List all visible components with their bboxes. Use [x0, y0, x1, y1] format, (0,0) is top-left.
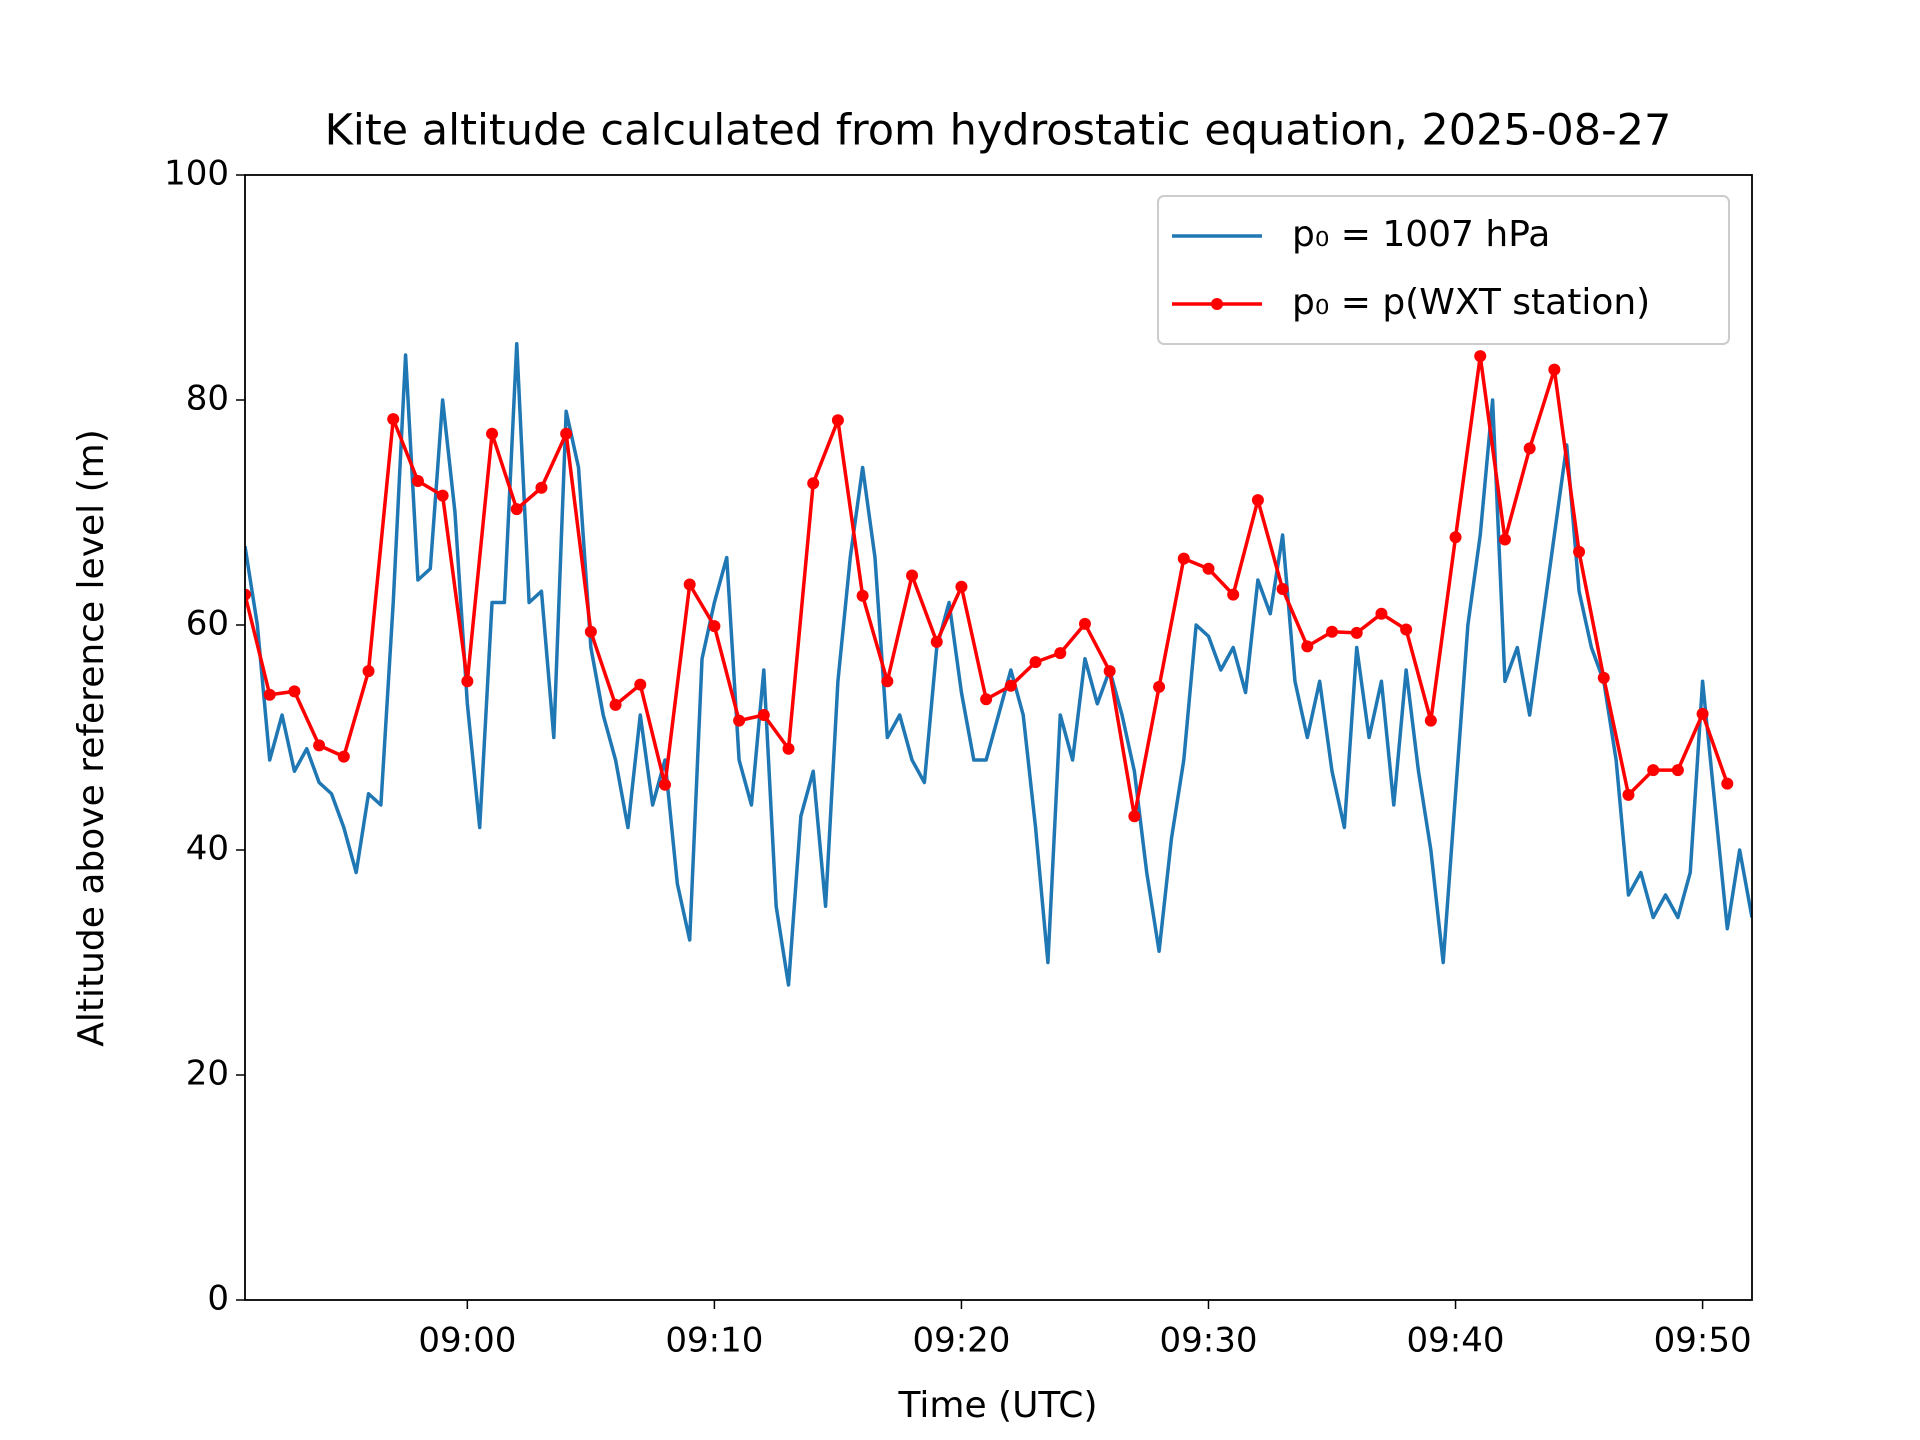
- series-line: [245, 342, 1752, 987]
- series-marker: [1103, 665, 1116, 678]
- series-marker: [1424, 714, 1437, 727]
- series-marker: [461, 675, 474, 688]
- series-marker: [411, 475, 424, 487]
- x-tick-label: 09:40: [1407, 1321, 1505, 1361]
- series-marker: [1251, 494, 1264, 507]
- y-tick-label: 100: [164, 154, 229, 194]
- series-marker: [1276, 583, 1289, 595]
- series-marker: [245, 588, 251, 601]
- series-marker: [560, 427, 573, 440]
- y-tick-label: 80: [186, 379, 229, 419]
- x-axis-label: Time (UTC): [897, 1385, 1097, 1426]
- series-marker: [263, 688, 276, 701]
- series-marker: [1622, 788, 1635, 801]
- series-marker: [387, 413, 400, 426]
- y-tick-label: 40: [186, 829, 229, 869]
- series-marker: [1128, 810, 1141, 823]
- y-tick-label: 0: [207, 1279, 229, 1319]
- series-marker: [807, 477, 820, 490]
- legend-box: [1157, 195, 1730, 345]
- series-marker: [1177, 552, 1190, 565]
- series-marker: [1548, 363, 1561, 376]
- x-tick-label: 09:10: [665, 1321, 763, 1361]
- series-marker: [1573, 545, 1586, 558]
- series-line: [245, 354, 1729, 818]
- series-marker: [1597, 671, 1610, 684]
- legend: p₀ = 1007 hPa p₀ = p(WXT station): [1157, 195, 1730, 345]
- series-marker: [930, 635, 943, 648]
- series-marker: [1498, 533, 1511, 546]
- series-marker: [782, 742, 795, 755]
- series-marker: [1029, 656, 1042, 669]
- series-marker: [609, 698, 622, 711]
- legend-label: p₀ = p(WXT station): [1292, 282, 1650, 323]
- legend-label: p₀ = 1007 hPa: [1292, 214, 1550, 255]
- legend-marker: [1211, 298, 1223, 310]
- series-marker: [1696, 707, 1709, 720]
- series-marker: [1227, 588, 1240, 601]
- plot-area: [245, 342, 1752, 987]
- series-marker: [708, 620, 721, 633]
- series-marker: [906, 569, 919, 582]
- series-marker: [1671, 764, 1684, 777]
- series-marker: [1375, 607, 1388, 620]
- series-marker: [362, 665, 375, 678]
- series-marker: [1449, 531, 1462, 544]
- series-marker: [683, 578, 696, 591]
- series-marker: [1004, 679, 1017, 692]
- series-marker: [856, 589, 869, 602]
- y-tick-label: 60: [186, 604, 229, 644]
- series-marker: [313, 739, 326, 752]
- x-tick-label: 09:50: [1654, 1321, 1752, 1361]
- series-marker: [288, 685, 301, 698]
- x-tick-label: 09:20: [912, 1321, 1010, 1361]
- series-marker: [634, 678, 647, 691]
- series-marker: [980, 693, 993, 706]
- series-marker: [1078, 617, 1091, 630]
- series-marker: [955, 580, 968, 593]
- series-marker: [1474, 350, 1487, 363]
- series-marker: [1202, 562, 1215, 575]
- y-tick-label: 20: [186, 1054, 229, 1094]
- x-tick-label: 09:00: [418, 1321, 516, 1361]
- series-marker: [1054, 647, 1067, 660]
- series-marker: [1721, 777, 1734, 790]
- series-marker: [436, 489, 449, 502]
- series-marker: [1647, 764, 1660, 777]
- series-marker: [1523, 442, 1536, 455]
- series-marker: [1326, 625, 1339, 638]
- series-marker: [757, 709, 770, 721]
- series-marker: [1400, 623, 1413, 636]
- series-marker: [733, 714, 746, 727]
- series-marker: [831, 414, 844, 427]
- x-tick-label: 09:30: [1159, 1321, 1257, 1361]
- series-marker: [658, 778, 671, 791]
- y-axis-label: Altitude above reference level (m): [71, 429, 112, 1047]
- series-marker: [1301, 640, 1314, 653]
- plot-frame: [244, 174, 1753, 1301]
- chart-title: Kite altitude calculated from hydrostati…: [325, 106, 1672, 156]
- series-marker: [510, 503, 523, 516]
- series-marker: [486, 427, 499, 440]
- series-marker: [881, 675, 894, 688]
- series-marker: [1153, 680, 1166, 693]
- series-marker: [337, 750, 350, 763]
- series-marker: [535, 481, 548, 494]
- series-marker: [1350, 626, 1363, 639]
- series-marker: [584, 625, 597, 638]
